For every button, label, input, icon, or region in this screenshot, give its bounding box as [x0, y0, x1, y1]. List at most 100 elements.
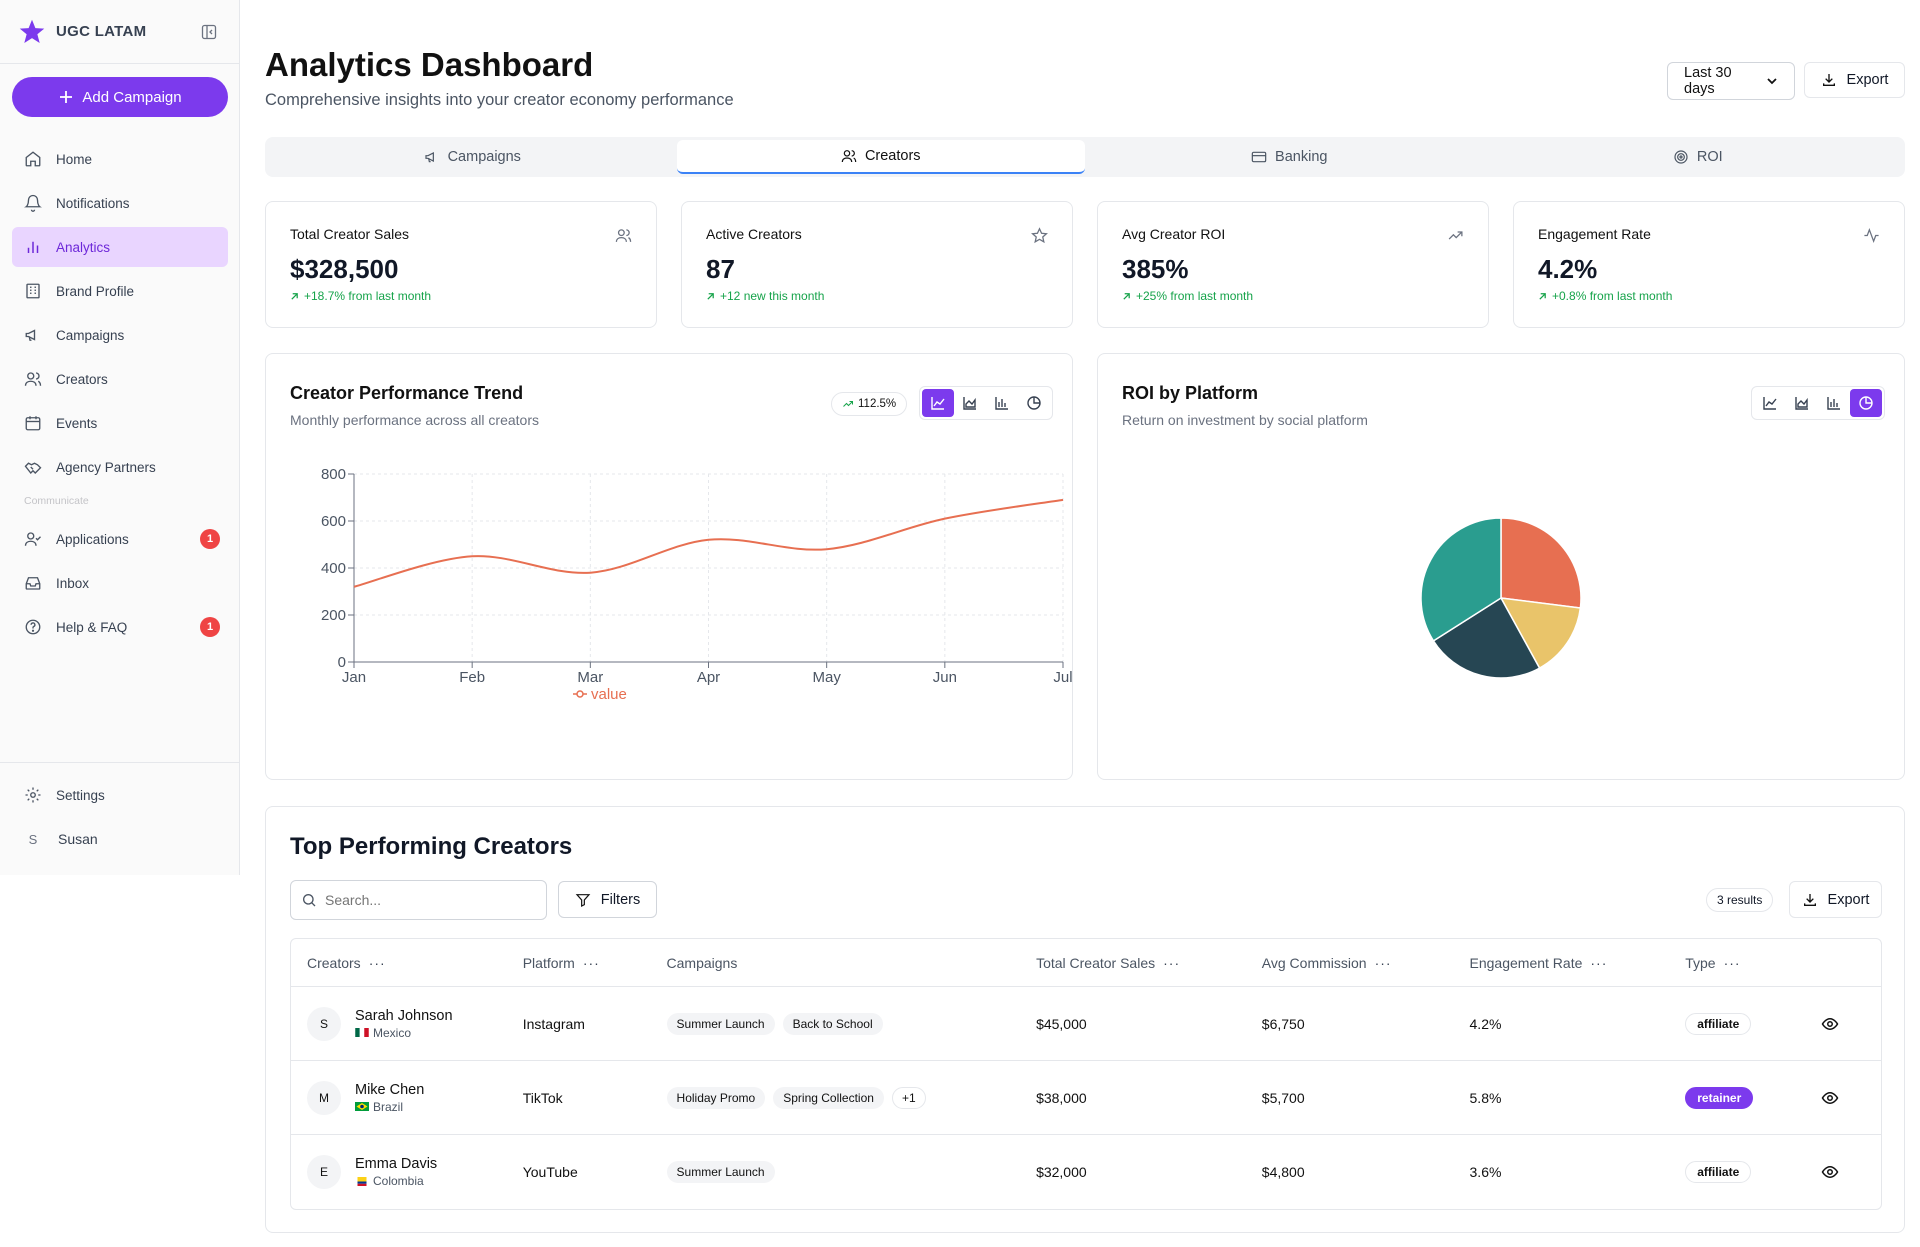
- column-menu-icon[interactable]: ···: [582, 954, 600, 971]
- creator-country: Colombia: [355, 1174, 437, 1188]
- area-chart-toggle[interactable]: [954, 389, 986, 417]
- column-header-platform[interactable]: Platform ···: [523, 939, 667, 986]
- add-campaign-button[interactable]: Add Campaign: [12, 77, 228, 117]
- column-label: Engagement Rate: [1469, 954, 1583, 971]
- creator-name[interactable]: Mike Chen: [355, 1081, 425, 1098]
- table-export-button[interactable]: Export: [1789, 881, 1882, 918]
- line-chart-toggle[interactable]: [922, 389, 954, 417]
- bar-chart-icon: [995, 397, 1008, 410]
- column-menu-icon[interactable]: ···: [1590, 954, 1608, 971]
- type-cell: affiliate: [1685, 1135, 1821, 1209]
- column-label: Platform: [522, 954, 575, 971]
- sidebar-item-inbox[interactable]: Inbox: [12, 563, 228, 603]
- campaign-tag: Back to School: [782, 1012, 883, 1035]
- pie-chart: [1420, 517, 1582, 679]
- trending-up-icon: [1448, 231, 1463, 240]
- user-menu[interactable]: S Susan: [12, 819, 227, 859]
- sidebar-footer: Settings S Susan: [0, 762, 239, 859]
- sidebar-item-campaigns[interactable]: Campaigns: [12, 315, 228, 355]
- eye-icon[interactable]: [1821, 1089, 1839, 1107]
- column-menu-icon[interactable]: ···: [368, 954, 386, 971]
- type-badge: affiliate: [1685, 1012, 1752, 1035]
- eye-icon[interactable]: [1821, 1163, 1839, 1181]
- kpi-change-text: +25% from last month: [1136, 289, 1254, 303]
- sidebar-item-brand-profile[interactable]: Brand Profile: [12, 271, 228, 311]
- sidebar-item-label: Settings: [56, 787, 105, 803]
- line-chart-toggle[interactable]: [1754, 389, 1786, 417]
- pie-slice: [1500, 517, 1582, 609]
- sidebar-collapse-icon[interactable]: [201, 24, 217, 40]
- filters-label: Filters: [600, 891, 641, 908]
- bell-icon: [24, 194, 42, 212]
- pie-slice: [1432, 596, 1541, 679]
- creator-name[interactable]: Emma Davis: [355, 1156, 438, 1172]
- tab-banking[interactable]: Banking: [1085, 140, 1494, 174]
- date-range-value: Last 30 days: [1684, 65, 1732, 97]
- export-button[interactable]: Export: [1804, 62, 1905, 98]
- tab-creators[interactable]: Creators: [676, 140, 1085, 174]
- line-chart: 0 200 400 600 800 Jan Feb Mar Apr May Jun Jul value: [321, 466, 1072, 703]
- area-chart-toggle[interactable]: [1786, 389, 1818, 417]
- kpi-title: Total Creator Sales: [290, 226, 410, 242]
- creator-cell: S Sarah Johnson Mexico: [291, 987, 523, 1060]
- chart-type-toggle: [1751, 386, 1885, 420]
- y-tick-label: 800: [321, 466, 346, 483]
- search-box: [290, 880, 547, 920]
- column-header-type[interactable]: Type ···: [1685, 939, 1821, 986]
- search-input[interactable]: [325, 892, 525, 908]
- tab-roi[interactable]: ROI: [1494, 140, 1903, 174]
- date-range-select[interactable]: Last 30 days: [1667, 62, 1795, 100]
- campaign-tag: Spring Collection: [773, 1086, 884, 1109]
- sidebar-item-events[interactable]: Events: [12, 403, 228, 443]
- column-menu-icon[interactable]: ···: [1723, 954, 1741, 971]
- engagement-cell: 4.2%: [1469, 1015, 1502, 1032]
- sidebar-item-agency-partners[interactable]: Agency Partners: [12, 447, 228, 487]
- area-chart-icon: [963, 397, 976, 410]
- kpi-value: 4.2%: [1538, 254, 1598, 284]
- pie-chart-toggle[interactable]: [1018, 389, 1050, 417]
- creator-name[interactable]: Sarah Johnson: [355, 1007, 453, 1024]
- column-header-campaigns: Campaigns: [667, 939, 1037, 986]
- sidebar-item-notifications[interactable]: Notifications: [12, 183, 228, 223]
- campaign-tag: Summer Launch: [666, 1161, 775, 1183]
- column-header-avg-commission[interactable]: Avg Commission ···: [1262, 939, 1470, 986]
- type-badge: retainer: [1685, 1086, 1754, 1109]
- x-tick-label: Jan: [342, 669, 366, 686]
- campaign-tag: Summer Launch: [666, 1012, 775, 1035]
- column-label: Avg Commission: [1261, 954, 1367, 971]
- column-header-total-creator-sales[interactable]: Total Creator Sales ···: [1036, 939, 1262, 986]
- bar-chart-toggle[interactable]: [986, 389, 1018, 417]
- more-campaigns-tag[interactable]: +1: [891, 1086, 926, 1109]
- eye-icon[interactable]: [1821, 1015, 1839, 1033]
- tab-label: Banking: [1275, 149, 1328, 165]
- kpi-card-avg-creator-roi: Avg Creator ROI 385% +25% from last mont…: [1097, 201, 1489, 328]
- kpi-card-active-creators: Active Creators 87 +12 new this month: [681, 201, 1073, 328]
- sidebar-item-analytics[interactable]: Analytics: [12, 227, 228, 267]
- column-header-creators[interactable]: Creators ···: [291, 939, 523, 986]
- bar-chart-icon: [1827, 397, 1840, 410]
- sidebar-item-home[interactable]: Home: [12, 139, 228, 179]
- column-menu-icon[interactable]: ···: [1163, 954, 1181, 971]
- column-header-engagement-rate[interactable]: Engagement Rate ···: [1470, 939, 1686, 986]
- sidebar-item-applications[interactable]: Applications 1: [12, 519, 228, 559]
- tab-campaigns[interactable]: Campaigns: [268, 140, 677, 174]
- column-label: Type: [1685, 954, 1716, 971]
- creator-cell: M Mike Chen Brazil: [291, 1061, 523, 1134]
- results-count-badge: 3 results: [1706, 888, 1774, 912]
- sidebar-item-help-faq[interactable]: Help & FAQ 1: [12, 607, 228, 647]
- table-header: Creators ··· Platform ··· Campaigns Total …: [291, 939, 1881, 987]
- table-row: S Sarah Johnson Mexico Instagram Summer …: [291, 987, 1881, 1061]
- sidebar-item-settings[interactable]: Settings: [12, 775, 227, 815]
- filters-button[interactable]: Filters: [558, 881, 657, 918]
- type-badge: affiliate: [1685, 1161, 1752, 1183]
- pie-chart-toggle[interactable]: [1850, 389, 1882, 417]
- sidebar-item-creators[interactable]: Creators: [12, 359, 228, 399]
- column-menu-icon[interactable]: ···: [1374, 954, 1392, 971]
- area-chart-icon: [1795, 397, 1808, 410]
- sidebar-item-label: Creators: [56, 371, 108, 387]
- export-label: Export: [1846, 72, 1889, 88]
- building-icon: [26, 283, 40, 299]
- sidebar-item-label: Campaigns: [56, 327, 125, 343]
- bar-chart-toggle[interactable]: [1818, 389, 1850, 417]
- handshake-icon: [24, 462, 42, 475]
